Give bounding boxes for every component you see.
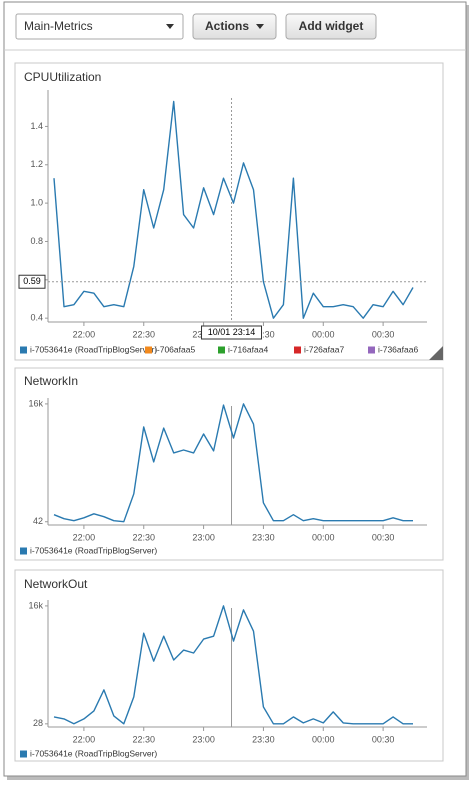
cursor-x-box <box>201 325 263 340</box>
y-tick-label: 1.0 <box>30 197 43 207</box>
legend-label: i-726afaa7 <box>304 344 344 354</box>
resize-grip <box>429 346 443 360</box>
x-tick-label: 00:30 <box>372 734 395 744</box>
x-tick-label: 00:30 <box>372 329 395 339</box>
legend-swatch <box>218 346 225 354</box>
x-tick-label: 23:30 <box>252 532 275 542</box>
legend-label: i-706afaa5 <box>155 344 195 354</box>
widget: NetworkOut 28 16k 22:00 22:30 23:00 23:30 00:00… <box>14 569 444 762</box>
x-tick-label: 22:30 <box>132 329 155 339</box>
x-tick-label: 22:00 <box>73 734 96 744</box>
widget-title: NetworkOut <box>24 577 88 591</box>
widget-title: CPUUtilization <box>24 70 101 84</box>
x-tick-label: 23:30 <box>252 329 275 339</box>
cursor-y-box <box>18 274 46 289</box>
widget: NetworkIn 42 16k 22:00 22:30 23:00 23:30 00:00 0… <box>14 367 444 561</box>
x-tick-label: 22:30 <box>132 532 155 542</box>
legend-label: i-736afaa6 <box>378 344 418 354</box>
dashboard-select[interactable]: Main-Metrics <box>15 13 184 40</box>
widget: CPUUtilization0.40.60.81.01.21.422:0022:… <box>14 62 444 361</box>
widget-title: NetworkIn <box>24 374 78 388</box>
button-box[interactable] <box>192 13 277 40</box>
legend-label: i-7053641e (RoadTripBlogServer) <box>30 545 157 555</box>
cursor-x-label: 10/01 23:14 <box>208 327 256 337</box>
widget-panel <box>14 62 444 361</box>
y-tick-label: 28 <box>33 718 43 728</box>
y-tick-label: 16k <box>28 398 43 408</box>
add-widget-button[interactable]: Add widget <box>285 13 377 40</box>
y-tick-label: 1.2 <box>30 159 43 169</box>
legend-swatch <box>294 346 301 354</box>
x-tick-label: 00:30 <box>372 532 395 542</box>
select-arrow <box>166 24 174 29</box>
actions-button[interactable]: Actions <box>192 13 277 40</box>
legend-swatch <box>368 346 375 354</box>
button-arrow <box>256 24 264 29</box>
y-tick-label: 0.4 <box>30 313 43 323</box>
x-tick-label: 00:00 <box>312 734 335 744</box>
legend-swatch <box>20 346 27 354</box>
x-tick-label: 23:30 <box>252 734 275 744</box>
select-box[interactable] <box>15 13 184 40</box>
x-tick-label: 00:00 <box>312 329 335 339</box>
legend-label: i-7053641e (RoadTripBlogServer) <box>30 748 157 758</box>
cursor-y-label: 0.59 <box>23 276 41 286</box>
legend-label: i-7053641e (RoadTripBlogServer) <box>30 344 157 354</box>
x-tick-label: 22:00 <box>73 329 96 339</box>
x-tick-label: 00:00 <box>312 532 335 542</box>
series-line <box>53 403 413 523</box>
series-line <box>53 605 413 725</box>
x-tick-label: 22:00 <box>73 532 96 542</box>
widget-panel <box>14 569 444 762</box>
legend-swatch <box>145 346 152 354</box>
legend-swatch <box>20 547 27 555</box>
series-line <box>53 100 414 319</box>
y-tick-label: 1.4 <box>30 121 43 131</box>
widget-panel <box>14 367 444 561</box>
button-box[interactable] <box>285 13 377 40</box>
y-tick-label: 16k <box>28 600 43 610</box>
button-text[interactable]: Add widget <box>299 19 364 33</box>
legend-label: i-716afaa4 <box>228 344 268 354</box>
y-tick-label: 0.8 <box>30 236 43 246</box>
x-tick-label: 23:00 <box>192 532 215 542</box>
y-tick-label: 42 <box>33 516 43 526</box>
x-tick-label: 23:00 <box>192 734 215 744</box>
select-text[interactable]: Main-Metrics <box>24 19 93 33</box>
button-text[interactable]: Actions <box>205 19 249 33</box>
legend-swatch <box>20 750 27 758</box>
x-tick-label: 22:30 <box>132 734 155 744</box>
